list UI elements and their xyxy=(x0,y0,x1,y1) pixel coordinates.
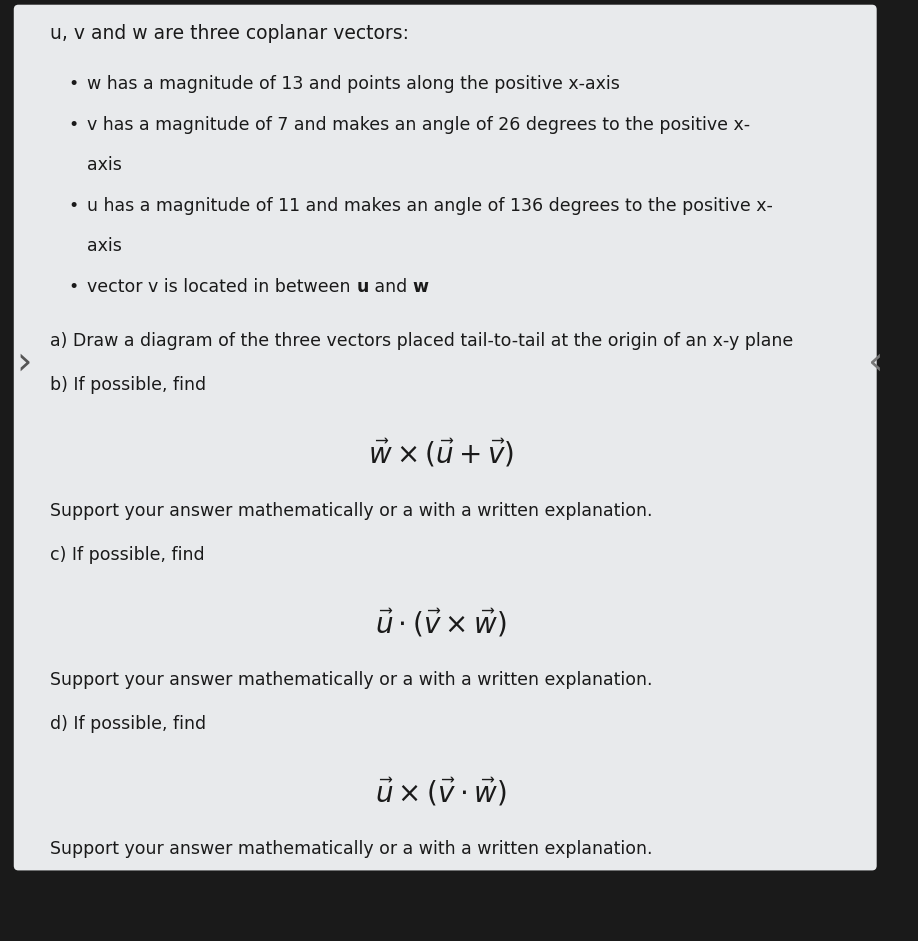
Text: b) If possible, find: b) If possible, find xyxy=(50,376,207,394)
Text: axis: axis xyxy=(87,156,122,174)
Text: a) Draw a diagram of the three vectors placed tail-to-tail at the origin of an x: a) Draw a diagram of the three vectors p… xyxy=(50,332,794,350)
Text: v has a magnitude of 7 and makes an angle of 26 degrees to the positive x-: v has a magnitude of 7 and makes an angl… xyxy=(87,116,750,134)
Text: ‹: ‹ xyxy=(868,343,883,381)
Text: •: • xyxy=(69,197,79,215)
Text: axis: axis xyxy=(87,237,122,255)
Text: $\vec{u} \times \left(\vec{v} \cdot \vec{w}\right)$: $\vec{u} \times \left(\vec{v} \cdot \vec… xyxy=(375,776,507,808)
Text: $\vec{u} \cdot \left(\vec{v} \times \vec{w}\right)$: $\vec{u} \cdot \left(\vec{v} \times \vec… xyxy=(375,607,507,639)
Text: •: • xyxy=(69,278,79,295)
Text: w: w xyxy=(412,278,429,295)
Text: Note: in this question you can work with the vectors in geometric form or conver: Note: in this question you can work with… xyxy=(50,885,764,902)
Text: vector v is located in between: vector v is located in between xyxy=(87,278,356,295)
Text: Support your answer mathematically or a with a written explanation.: Support your answer mathematically or a … xyxy=(50,502,653,519)
FancyBboxPatch shape xyxy=(14,5,877,870)
Text: Support your answer mathematically or a with a written explanation.: Support your answer mathematically or a … xyxy=(50,840,653,858)
Text: u, v and w are three coplanar vectors:: u, v and w are three coplanar vectors: xyxy=(50,24,409,42)
Text: and: and xyxy=(369,278,412,295)
Text: •: • xyxy=(69,75,79,93)
Text: ›: › xyxy=(17,343,32,381)
Text: Support your answer mathematically or a with a written explanation.: Support your answer mathematically or a … xyxy=(50,671,653,689)
Text: w has a magnitude of 13 and points along the positive x-axis: w has a magnitude of 13 and points along… xyxy=(87,75,620,93)
Text: d) If possible, find: d) If possible, find xyxy=(50,715,207,733)
Text: •: • xyxy=(69,116,79,134)
Text: u has a magnitude of 11 and makes an angle of 136 degrees to the positive x-: u has a magnitude of 11 and makes an ang… xyxy=(87,197,773,215)
Text: u: u xyxy=(356,278,369,295)
Text: $\vec{w} \times \left(\vec{u} + \vec{v}\right)$: $\vec{w} \times \left(\vec{u} + \vec{v}\… xyxy=(367,438,514,470)
Text: them to algebraic vectors.: them to algebraic vectors. xyxy=(50,929,281,941)
Text: c) If possible, find: c) If possible, find xyxy=(50,546,205,564)
